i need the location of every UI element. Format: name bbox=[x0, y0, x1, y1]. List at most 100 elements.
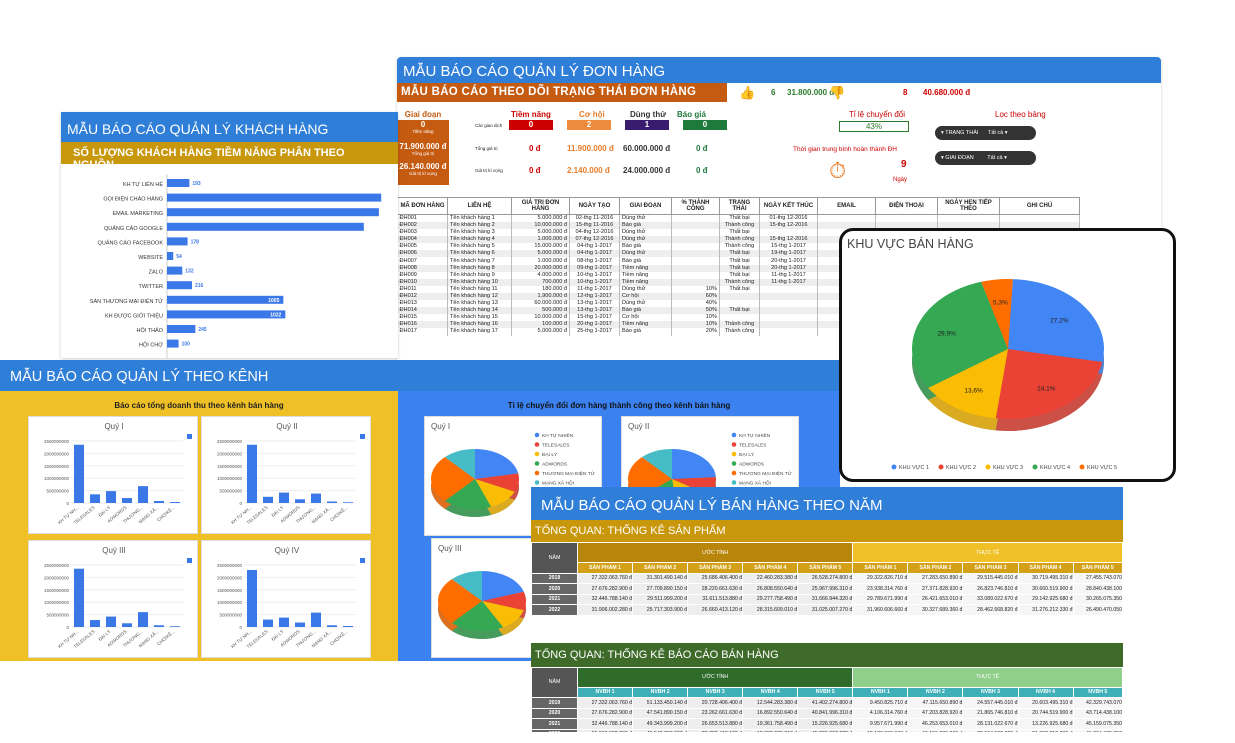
table-cell: 04-thg 1-2017 bbox=[569, 250, 620, 258]
customer-panel-subtitle: SỐ LƯỢNG KHÁCH HÀNG TIỀM NĂNG PHÂN THEO … bbox=[61, 142, 398, 171]
estimate-header: ƯỚC TÍNH bbox=[576, 542, 854, 563]
table-cell: 20-thg 1-2017 bbox=[759, 264, 818, 272]
table-cell: 31.666.944.320 đ bbox=[797, 593, 854, 605]
bar bbox=[263, 496, 273, 503]
yearly-sales-panel: MẪU BÁO CÁO QUẢN LÝ BÁN HÀNG THEO NĂM TỔ… bbox=[531, 487, 1123, 732]
pie-slice bbox=[482, 591, 526, 611]
table-row[interactable]: 2019 27.332.063.760 đ 51.133.450.140 đ 20.7… bbox=[531, 697, 1123, 709]
table-row[interactable]: ĐH002 Tên khách hàng 2 10.000.000 đ 15-thg … bbox=[397, 222, 1080, 230]
year-cell: 2019 bbox=[531, 572, 578, 584]
bar bbox=[90, 620, 100, 627]
table-cell: 28.131.022.670 đ bbox=[962, 718, 1019, 730]
table-cell: ĐH004 bbox=[397, 236, 448, 244]
table-cell: 41.402.274.800 đ bbox=[797, 697, 854, 709]
table-cell: 29.322.826.710 đ bbox=[852, 572, 909, 584]
column-header: NVBH 5 bbox=[1072, 686, 1123, 698]
table-cell: 20.603.495.310 đ bbox=[1017, 697, 1074, 709]
stage-count-label: Tiềm năng bbox=[412, 129, 434, 134]
table-row[interactable]: 2020 27.676.282.900 đ 27.709.890.150 đ 28.2… bbox=[531, 583, 1123, 595]
table-subheader-row: NVBH 1 NVBH 2 NVBH 3 NVBH 4 NVBH 5 NVBH 1 NVBH… bbox=[532, 686, 1123, 698]
legend-label: MẠNG XÃ HỘI bbox=[542, 480, 574, 487]
table-cell: ĐH016 bbox=[397, 321, 448, 329]
table-cell: 25.686.406.400 đ bbox=[687, 572, 744, 584]
pie-slice bbox=[444, 479, 492, 509]
stage-count: 0 bbox=[420, 120, 426, 129]
table-cell: 12.128.606.660 đ bbox=[852, 728, 909, 732]
order-col-header: NGÀY KẾT THÚC bbox=[759, 197, 818, 215]
table-cell bbox=[999, 214, 1080, 222]
tick-label: 2500000000 bbox=[44, 439, 70, 444]
table-row[interactable]: 2020 27.676.282.900 đ 47.541.890.150 đ 23.2… bbox=[531, 707, 1123, 719]
stage-header-potential: Tiềm năng bbox=[511, 110, 551, 119]
quarter-3-bar-chart: Quý III 0 500000000 1000000000 1500000000 200… bbox=[28, 540, 198, 658]
table-cell: 32.446.788.140 đ bbox=[576, 593, 634, 605]
table-cell: 1.000.000 đ bbox=[511, 236, 570, 244]
stage-total: 71.900.000 đ bbox=[399, 142, 447, 151]
table-row[interactable]: 2019 27.332.063.760 đ 31.301.490.140 đ 25.6… bbox=[531, 572, 1123, 584]
order-col-header: NGÀY TẠO bbox=[569, 197, 620, 215]
pie-slice bbox=[641, 449, 672, 479]
table-cell: ĐH005 bbox=[397, 243, 448, 251]
column-header: NVBH 1 bbox=[852, 686, 909, 698]
bar bbox=[167, 222, 364, 231]
table-cell: 42.329.743.070 bbox=[1072, 697, 1123, 709]
tick-label: 0 bbox=[66, 501, 69, 506]
conversion-chart-title: Tỉ lệ chuyển đổi đơn hàng thành công the… bbox=[507, 401, 731, 410]
table-cell: 20.000.000 đ bbox=[511, 264, 570, 272]
pie-slice bbox=[444, 449, 475, 479]
bar bbox=[106, 616, 116, 627]
legend-label: ĐẠI LÝ bbox=[739, 451, 755, 458]
table-cell: 23.702.413.120 đ bbox=[687, 728, 744, 732]
table-cell: 20-thg 1-2017 bbox=[759, 257, 818, 265]
tick-label: 2000000000 bbox=[44, 451, 70, 456]
data-label: 1022 bbox=[270, 312, 281, 318]
table-cell: 19.361.758.490 đ bbox=[742, 718, 799, 730]
table-row[interactable]: ĐH001 Tên khách hàng 1 5.000.000 đ 02-thg 1… bbox=[397, 214, 1080, 222]
filter-stage-dropdown[interactable]: ▾ GIAI ĐOẠN Tất cả ▾ bbox=[935, 151, 1036, 165]
table-cell: Dùng thử bbox=[619, 300, 672, 308]
dislike-count: 8 bbox=[903, 88, 908, 97]
bar bbox=[74, 444, 84, 503]
table-cell: ĐH001 bbox=[397, 214, 448, 222]
table-cell: ĐH002 bbox=[397, 222, 448, 230]
table-cell bbox=[719, 314, 760, 322]
pie-slice bbox=[475, 449, 519, 479]
year-header: NĂM bbox=[531, 666, 578, 698]
legend-dot bbox=[1079, 464, 1085, 470]
bar bbox=[154, 501, 164, 503]
year-cell: 2022 bbox=[531, 728, 578, 732]
table-cell bbox=[759, 292, 818, 301]
data-label: 132 bbox=[185, 269, 194, 275]
total-opportunity: 11.900.000 đ bbox=[567, 144, 614, 153]
tick-label: 1000000000 bbox=[44, 600, 70, 605]
table-cell: 31.611.513.880 đ bbox=[687, 593, 744, 605]
table-subheader-row: SẢN PHẨM 1 SẢN PHẨM 2 SẢN PHẨM 3 SẢN PHẨM 4… bbox=[532, 562, 1123, 574]
table-row[interactable]: 2022 31.906.002.280 đ 25.717.303.900 đ 26.6… bbox=[531, 604, 1123, 616]
legend-dot bbox=[731, 432, 737, 438]
table-cell: 11-thg 1-2017 bbox=[759, 271, 818, 279]
deals-trial: 1 bbox=[625, 120, 669, 130]
bar bbox=[167, 310, 286, 319]
table-cell: 26.823.746.810 đ bbox=[962, 583, 1019, 595]
table-cell: 27.332.063.760 đ bbox=[576, 697, 634, 709]
bar bbox=[138, 486, 148, 503]
table-cell: Báo giá bbox=[619, 328, 672, 336]
tick-label: 1500000000 bbox=[217, 588, 243, 593]
table-cell: 23.938.314.760 đ bbox=[852, 583, 909, 595]
table-row[interactable]: 2021 32.446.788.140 đ 49.343.999.200 đ 26.6… bbox=[531, 718, 1123, 730]
table-row[interactable]: 2021 32.446.788.140 đ 29.511.999.200 đ 31.6… bbox=[531, 593, 1123, 605]
bar bbox=[167, 281, 193, 290]
lead-source-bar-chart: KH TỰ LIÊN HỆ 193 GỌI ĐIỆN CHÀO HÀNG EMAIL … bbox=[90, 174, 382, 358]
filter-status-dropdown[interactable]: ▾ TRẠNG THÁI Tất cả ▾ bbox=[935, 126, 1036, 140]
table-cell: 10% bbox=[671, 285, 720, 293]
table-cell: 28.315.609.010 đ bbox=[742, 604, 799, 616]
table-cell bbox=[759, 314, 818, 322]
table-cell: Tiềm năng bbox=[619, 278, 672, 286]
table-cell: 26.808.550.640 đ bbox=[742, 583, 799, 595]
column-header: NVBH 2 bbox=[907, 686, 964, 698]
column-header: SẢN PHẨM 5 bbox=[1072, 562, 1123, 574]
table-cell bbox=[875, 214, 938, 222]
table-cell: 20-thg 1-2017 bbox=[569, 321, 620, 329]
deals-quote: 0 bbox=[683, 120, 727, 130]
